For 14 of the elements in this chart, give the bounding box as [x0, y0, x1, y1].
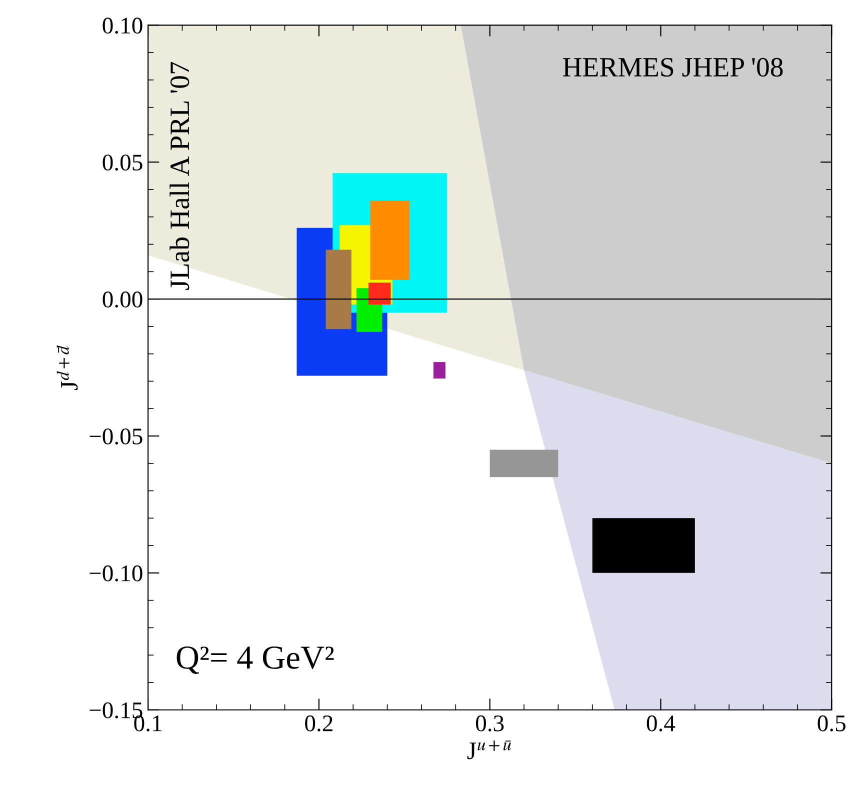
annotation: Q²= 4 GeV²: [176, 646, 334, 674]
y-axis-title: J$^{d+d̄}$: [56, 345, 78, 390]
y-tick-label: −0.05: [90, 428, 142, 445]
x-tick-label: 0.2: [305, 715, 332, 732]
annotation: JLab Hall A PRL '07: [170, 62, 190, 290]
x-tick-label: 0.4: [646, 715, 676, 732]
x-tick-label: 0.3: [476, 715, 504, 732]
y-tick-label: 0.05: [102, 154, 142, 171]
x-axis-title: J$^{u+ū}$: [467, 740, 512, 760]
y-tick-label: 0.00: [102, 292, 142, 308]
y-tick-label: −0.10: [90, 565, 142, 582]
y-tick-label: 0.10: [102, 18, 142, 34]
annotation: HERMES JHEP '08: [562, 58, 783, 77]
x-tick-label: 0.5: [818, 715, 846, 732]
